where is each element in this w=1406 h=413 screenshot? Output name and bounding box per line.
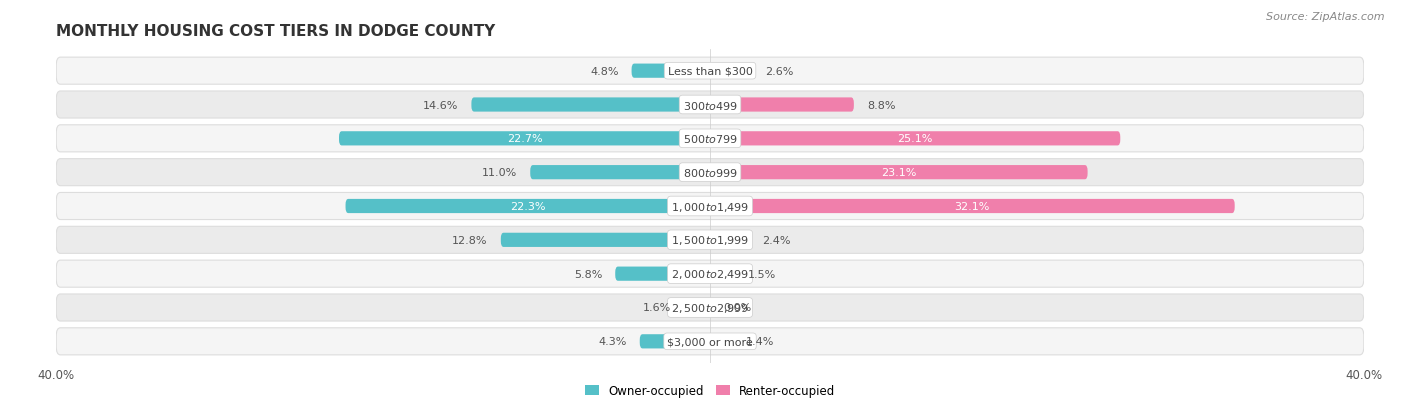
Text: 4.3%: 4.3% bbox=[599, 337, 627, 347]
FancyBboxPatch shape bbox=[56, 294, 1364, 321]
Text: $800 to $999: $800 to $999 bbox=[682, 167, 738, 179]
Text: $2,500 to $2,999: $2,500 to $2,999 bbox=[671, 301, 749, 314]
FancyBboxPatch shape bbox=[710, 98, 853, 112]
FancyBboxPatch shape bbox=[710, 267, 734, 281]
FancyBboxPatch shape bbox=[56, 227, 1364, 254]
FancyBboxPatch shape bbox=[616, 267, 710, 281]
Text: 1.5%: 1.5% bbox=[748, 269, 776, 279]
FancyBboxPatch shape bbox=[471, 98, 710, 112]
Text: 1.6%: 1.6% bbox=[643, 303, 671, 313]
FancyBboxPatch shape bbox=[640, 335, 710, 349]
FancyBboxPatch shape bbox=[710, 233, 749, 247]
Text: 32.1%: 32.1% bbox=[955, 202, 990, 211]
Text: $1,500 to $1,999: $1,500 to $1,999 bbox=[671, 234, 749, 247]
FancyBboxPatch shape bbox=[346, 199, 710, 214]
FancyBboxPatch shape bbox=[56, 126, 1364, 152]
Text: $2,000 to $2,499: $2,000 to $2,499 bbox=[671, 268, 749, 280]
Text: 2.6%: 2.6% bbox=[766, 66, 794, 76]
FancyBboxPatch shape bbox=[710, 64, 752, 78]
Text: 22.3%: 22.3% bbox=[510, 202, 546, 211]
Text: Source: ZipAtlas.com: Source: ZipAtlas.com bbox=[1267, 12, 1385, 22]
Text: 8.8%: 8.8% bbox=[868, 100, 896, 110]
FancyBboxPatch shape bbox=[501, 233, 710, 247]
Text: 14.6%: 14.6% bbox=[423, 100, 458, 110]
FancyBboxPatch shape bbox=[710, 335, 733, 349]
Text: $300 to $499: $300 to $499 bbox=[682, 99, 738, 111]
FancyBboxPatch shape bbox=[631, 64, 710, 78]
Text: 22.7%: 22.7% bbox=[506, 134, 543, 144]
Text: 0.0%: 0.0% bbox=[723, 303, 751, 313]
Text: $3,000 or more: $3,000 or more bbox=[668, 337, 752, 347]
FancyBboxPatch shape bbox=[56, 261, 1364, 287]
Text: 2.4%: 2.4% bbox=[762, 235, 790, 245]
FancyBboxPatch shape bbox=[710, 132, 1121, 146]
FancyBboxPatch shape bbox=[710, 199, 1234, 214]
Text: MONTHLY HOUSING COST TIERS IN DODGE COUNTY: MONTHLY HOUSING COST TIERS IN DODGE COUN… bbox=[56, 24, 495, 39]
FancyBboxPatch shape bbox=[339, 132, 710, 146]
FancyBboxPatch shape bbox=[56, 193, 1364, 220]
Text: 12.8%: 12.8% bbox=[453, 235, 488, 245]
Text: 1.4%: 1.4% bbox=[747, 337, 775, 347]
Text: $1,000 to $1,499: $1,000 to $1,499 bbox=[671, 200, 749, 213]
Text: 5.8%: 5.8% bbox=[574, 269, 602, 279]
FancyBboxPatch shape bbox=[56, 328, 1364, 355]
FancyBboxPatch shape bbox=[530, 166, 710, 180]
Text: $500 to $799: $500 to $799 bbox=[682, 133, 738, 145]
Text: 4.8%: 4.8% bbox=[591, 66, 619, 76]
FancyBboxPatch shape bbox=[710, 166, 1088, 180]
FancyBboxPatch shape bbox=[56, 92, 1364, 119]
Text: 11.0%: 11.0% bbox=[482, 168, 517, 178]
FancyBboxPatch shape bbox=[56, 58, 1364, 85]
FancyBboxPatch shape bbox=[683, 301, 710, 315]
Text: 25.1%: 25.1% bbox=[897, 134, 932, 144]
Text: Less than $300: Less than $300 bbox=[668, 66, 752, 76]
Legend: Owner-occupied, Renter-occupied: Owner-occupied, Renter-occupied bbox=[579, 379, 841, 401]
Text: 23.1%: 23.1% bbox=[882, 168, 917, 178]
FancyBboxPatch shape bbox=[56, 159, 1364, 186]
